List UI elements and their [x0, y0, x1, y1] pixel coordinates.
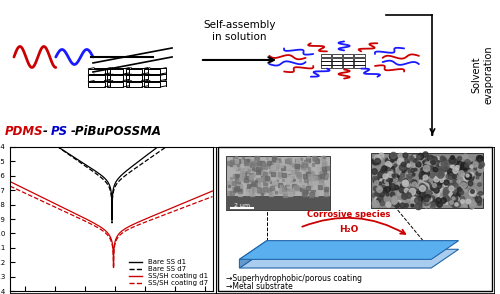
Line: SS/SH coating d7: SS/SH coating d7: [10, 186, 212, 269]
Line: SS/SH coating d1: SS/SH coating d1: [10, 181, 212, 266]
SS/SH coating d7: [100, 229, 106, 233]
Bar: [226, 196, 330, 211]
Bare SS d1: [109, 218, 115, 222]
Bare SS d1: [18, 145, 24, 149]
SS/SH coating d1: [106, 232, 112, 236]
SS/SH coating d1: [204, 192, 210, 195]
SS/SH coating d7: [204, 197, 210, 201]
Bare SS d1: [100, 175, 106, 178]
Bare SS d1: [7, 145, 13, 149]
Text: Self-assembly
in solution: Self-assembly in solution: [203, 20, 276, 42]
Text: -PiBuPOSSMA: -PiBuPOSSMA: [71, 125, 162, 138]
SS/SH coating d1: [100, 227, 106, 230]
Line: Bare SS d7: Bare SS d7: [10, 147, 212, 223]
Bar: [226, 156, 330, 211]
Bare SS d7: [204, 145, 210, 149]
Text: H₂O: H₂O: [340, 225, 358, 234]
SS/SH coating d1: [7, 180, 13, 183]
Bare SS d7: [210, 145, 216, 149]
Bare SS d7: [204, 145, 210, 149]
SS/SH coating d7: [7, 184, 13, 188]
Bare SS d1: [166, 145, 172, 149]
SS/SH coating d7: [110, 267, 116, 270]
Bare SS d1: [204, 145, 210, 149]
SS/SH coating d7: [106, 234, 112, 238]
SS/SH coating d1: [204, 192, 210, 195]
Bare SS d7: [7, 145, 13, 149]
SS/SH coating d1: [18, 185, 24, 188]
Text: PDMS: PDMS: [4, 125, 44, 138]
Bare SS d1: [106, 181, 112, 185]
Text: Solvent
evaporation: Solvent evaporation: [472, 46, 494, 104]
Bar: [371, 153, 484, 208]
Legend: Bare SS d1, Bare SS d7, SS/SH coating d1, SS/SH coating d7: Bare SS d1, Bare SS d7, SS/SH coating d1…: [128, 258, 209, 288]
Polygon shape: [240, 240, 458, 259]
Line: Bare SS d1: Bare SS d1: [10, 147, 212, 220]
SS/SH coating d1: [110, 265, 116, 268]
SS/SH coating d7: [18, 189, 24, 193]
SS/SH coating d1: [210, 189, 216, 193]
SS/SH coating d7: [166, 211, 172, 215]
Polygon shape: [240, 249, 458, 268]
SS/SH coating d7: [204, 197, 210, 201]
Text: Corrosive species: Corrosive species: [308, 210, 390, 219]
Text: PS: PS: [51, 125, 68, 138]
Bare SS d7: [18, 145, 24, 149]
Bare SS d7: [100, 178, 106, 181]
Bare SS d1: [210, 145, 216, 149]
SS/SH coating d1: [166, 207, 172, 211]
Text: →Metal substrate: →Metal substrate: [226, 283, 292, 291]
Text: -: -: [43, 125, 48, 138]
Bare SS d7: [109, 221, 115, 225]
Bare SS d7: [166, 145, 172, 149]
Polygon shape: [240, 240, 267, 268]
Text: →Superhydrophobic/porous coating: →Superhydrophobic/porous coating: [226, 274, 362, 283]
Text: 2 μm: 2 μm: [234, 203, 250, 208]
Bare SS d1: [204, 145, 210, 149]
SS/SH coating d7: [210, 195, 216, 198]
Bare SS d7: [106, 184, 112, 188]
